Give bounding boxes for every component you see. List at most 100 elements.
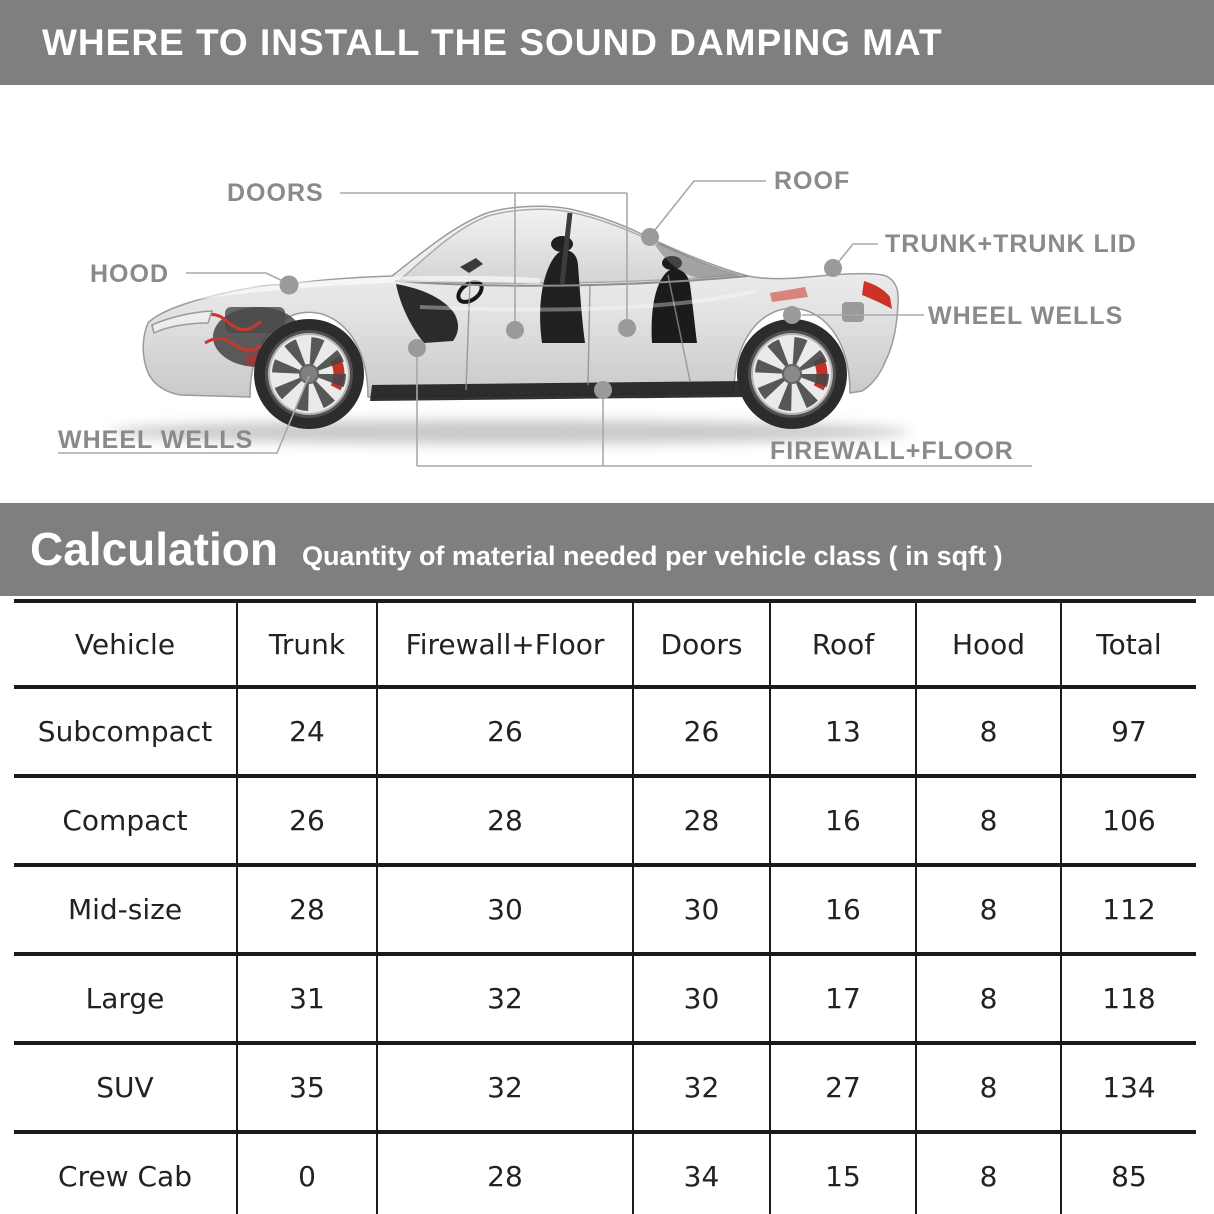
trunk-dot <box>824 259 842 277</box>
hood-label: HOOD <box>90 260 169 288</box>
side-mirror <box>460 258 483 273</box>
roof-dot <box>641 228 659 246</box>
col-header-doors: Doors <box>632 601 770 689</box>
row-label: Compact <box>14 776 237 867</box>
table-cell: 30 <box>376 865 633 956</box>
front-headrest <box>551 236 573 252</box>
table-cell: 26 <box>376 687 633 778</box>
wheel-wells-left-leader-line <box>58 375 310 454</box>
table-cell: 28 <box>632 776 770 867</box>
table-cell: 134 <box>1060 1043 1196 1134</box>
engine-cover <box>225 307 285 333</box>
table-cell: 8 <box>915 687 1061 778</box>
table-cell: 30 <box>632 954 770 1045</box>
car-body <box>142 205 899 398</box>
calculation-header-bar: Calculation Quantity of material needed … <box>0 503 1214 596</box>
tail-light <box>862 281 892 309</box>
row-label: Mid-size <box>14 865 237 956</box>
hood-leader-line <box>186 272 290 285</box>
header-bar: WHERE TO INSTALL THE SOUND DAMPING MAT <box>0 0 1214 85</box>
col-header-total: Total <box>1060 601 1196 689</box>
table-cell: 32 <box>376 1043 633 1134</box>
front-door-dot <box>506 321 524 339</box>
quarter-panel-patch <box>842 302 864 322</box>
wheel-wells-right-label: WHEEL WELLS <box>928 302 1123 330</box>
table-row-suv: SUV 35 32 32 27 8 134 <box>14 1043 1196 1134</box>
front-wheel <box>254 319 364 429</box>
table-cell: 28 <box>376 1132 633 1214</box>
car-dashboard <box>396 284 459 343</box>
calculation-title: Calculation <box>30 523 278 575</box>
table-row-mid-size: Mid-size 28 30 30 16 8 112 <box>14 865 1196 956</box>
body-highlight <box>169 275 541 303</box>
trunk-red-detail <box>770 287 808 302</box>
car-illustration <box>142 205 899 429</box>
door-seams <box>465 274 691 391</box>
hood-dot <box>279 275 299 295</box>
roof-leader-line <box>650 180 766 236</box>
table-cell: 8 <box>915 776 1061 867</box>
col-header-hood: Hood <box>915 601 1061 689</box>
table-row-compact: Compact 26 28 28 16 8 106 <box>14 776 1196 867</box>
col-header-firewall-floor: Firewall+Floor <box>376 601 633 689</box>
table-cell: 30 <box>632 865 770 956</box>
table-cell: 16 <box>769 776 916 867</box>
rear-door-dot <box>618 319 636 337</box>
trunk-label: TRUNK+TRUNK LID <box>885 230 1137 258</box>
table-cell: 31 <box>236 954 377 1045</box>
table-cell: 28 <box>376 776 633 867</box>
doors-leader-line <box>340 192 628 321</box>
page-title: WHERE TO INSTALL THE SOUND DAMPING MAT <box>42 21 943 63</box>
col-header-trunk: Trunk <box>236 601 377 689</box>
table-row-large: Large 31 32 30 17 8 118 <box>14 954 1196 1045</box>
headlight <box>151 310 214 335</box>
col-header-vehicle: Vehicle <box>14 601 237 689</box>
table-row-crew-cab: Crew Cab 0 28 34 15 8 85 <box>14 1132 1196 1214</box>
table-cell: 27 <box>769 1043 916 1134</box>
table-cell: 15 <box>769 1132 916 1214</box>
firewall-dot <box>408 339 426 357</box>
table-cell: 32 <box>632 1043 770 1134</box>
calculation-subtitle: Quantity of material needed per vehicle … <box>301 541 1003 571</box>
leader-lines <box>58 180 1032 467</box>
table-cell: 85 <box>1060 1132 1196 1214</box>
table-cell: 8 <box>915 865 1061 956</box>
b-pillar <box>559 212 573 285</box>
table-cell: 26 <box>632 687 770 778</box>
trunk-leader-line <box>835 243 878 266</box>
row-label: Large <box>14 954 237 1045</box>
floor-dot <box>594 381 612 399</box>
table-cell: 34 <box>632 1132 770 1214</box>
row-label: Crew Cab <box>14 1132 237 1214</box>
roof-label: ROOF <box>774 167 850 195</box>
row-label: SUV <box>14 1043 237 1134</box>
col-header-roof: Roof <box>769 601 916 689</box>
table-cell: 118 <box>1060 954 1196 1045</box>
firewall-floor-label: FIREWALL+FLOOR <box>770 437 1014 465</box>
car-cutaway-diagram: HOOD DOORS ROOF TRUNK+TRUNK LID WHEEL WE… <box>58 167 1137 467</box>
table-cell: 8 <box>915 1132 1061 1214</box>
table-cell: 13 <box>769 687 916 778</box>
rear-wheel-well-dot <box>783 306 801 324</box>
table-cell: 17 <box>769 954 916 1045</box>
wheel-wells-left-label: WHEEL WELLS <box>58 426 253 454</box>
firewall-floor-bracket <box>416 350 1032 467</box>
car-diagram-section: HOOD DOORS ROOF TRUNK+TRUNK LID WHEEL WE… <box>0 85 1214 503</box>
c-pillar-shade <box>655 243 738 278</box>
doors-label: DOORS <box>227 179 324 207</box>
table-cell: 35 <box>236 1043 377 1134</box>
table-cell: 26 <box>236 776 377 867</box>
table-cell: 32 <box>376 954 633 1045</box>
table-cell: 8 <box>915 954 1061 1045</box>
table-cell: 112 <box>1060 865 1196 956</box>
table-cell: 8 <box>915 1043 1061 1134</box>
material-quantity-table: Vehicle Trunk Firewall+Floor Doors Roof … <box>14 599 1196 1214</box>
table-cell: 0 <box>236 1132 377 1214</box>
table-cell: 16 <box>769 865 916 956</box>
rear-wheel <box>737 319 847 429</box>
table-cell: 106 <box>1060 776 1196 867</box>
front-seat <box>540 250 585 343</box>
car-floor <box>370 381 748 401</box>
table-cell: 28 <box>236 865 377 956</box>
